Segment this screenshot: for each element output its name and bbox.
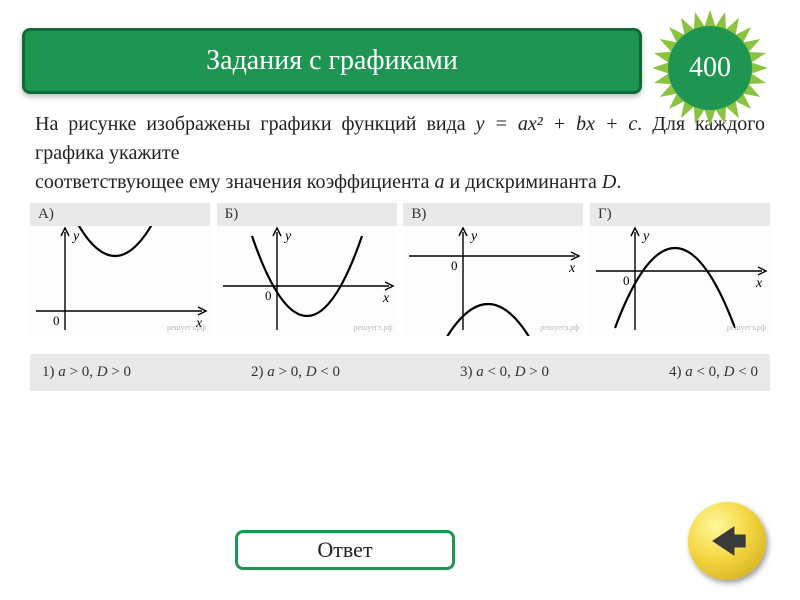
page-title: Задания с графиками [206, 45, 458, 77]
svg-text:x: x [568, 261, 576, 276]
answer-button[interactable]: Ответ [235, 530, 455, 570]
score-circle: 400 [668, 26, 752, 110]
option-2: 2) a > 0, D < 0 [251, 364, 340, 381]
svg-text:0: 0 [623, 273, 630, 288]
watermark: решуегэ.рф [354, 323, 393, 332]
q-part: соответствующее ему значения коэффициент… [35, 171, 435, 193]
watermark: решуегэ.рф [540, 323, 579, 332]
svg-text:y: y [71, 229, 80, 244]
chart-label: В) [403, 203, 583, 226]
options-row: 1) a > 0, D > 0 2) a > 0, D < 0 3) a < 0, … [30, 354, 770, 391]
q-part: . [616, 171, 621, 193]
q-part: На рисунке изображены графики функций ви… [35, 113, 476, 135]
chart-1: Б) y x 0 решуегэ.рф [217, 203, 397, 336]
svg-text:y: y [469, 229, 478, 244]
chart-label: А) [30, 203, 210, 226]
parabola-chart: y x 0 решуегэ.рф [590, 226, 770, 336]
back-button[interactable] [688, 502, 766, 580]
svg-text:y: y [641, 229, 650, 244]
svg-text:y: y [283, 229, 292, 244]
watermark: решуегэ.рф [167, 323, 206, 332]
svg-text:0: 0 [451, 258, 458, 273]
q-coef-d: D [602, 171, 616, 193]
chart-0: А)yx0решуегэ.рф [30, 203, 210, 336]
option-4: 4) a < 0, D < 0 [669, 364, 758, 381]
chart-label: Б) [217, 203, 397, 226]
q-part: и дискриминанта [445, 171, 602, 193]
parabola-chart: y x 0 решуегэ.рф [217, 226, 397, 336]
svg-text:0: 0 [53, 313, 60, 328]
chart-3: Г) y x 0 решуегэ.рф [590, 203, 770, 336]
parabola-chart: yx0решуегэ.рф [30, 226, 210, 336]
svg-text:x: x [382, 291, 390, 306]
chart-label: Г) [590, 203, 770, 226]
title-bar: Задания с графиками [22, 28, 642, 94]
answer-label: Ответ [317, 537, 372, 563]
svg-text:x: x [755, 276, 763, 291]
score-value: 400 [689, 52, 731, 84]
watermark: решуегэ.рф [727, 323, 766, 332]
arrow-left-icon [699, 513, 755, 569]
svg-text:0: 0 [265, 288, 272, 303]
q-coef-a: a [435, 171, 445, 193]
q-formula: y = ax² + bx + c [476, 113, 638, 135]
chart-2: В) y x 0 решуегэ.рф [403, 203, 583, 336]
parabola-chart: y x 0 решуегэ.рф [403, 226, 583, 336]
option-1: 1) a > 0, D > 0 [42, 364, 131, 381]
score-badge: 400 [650, 8, 770, 128]
option-3: 3) a < 0, D > 0 [460, 364, 549, 381]
